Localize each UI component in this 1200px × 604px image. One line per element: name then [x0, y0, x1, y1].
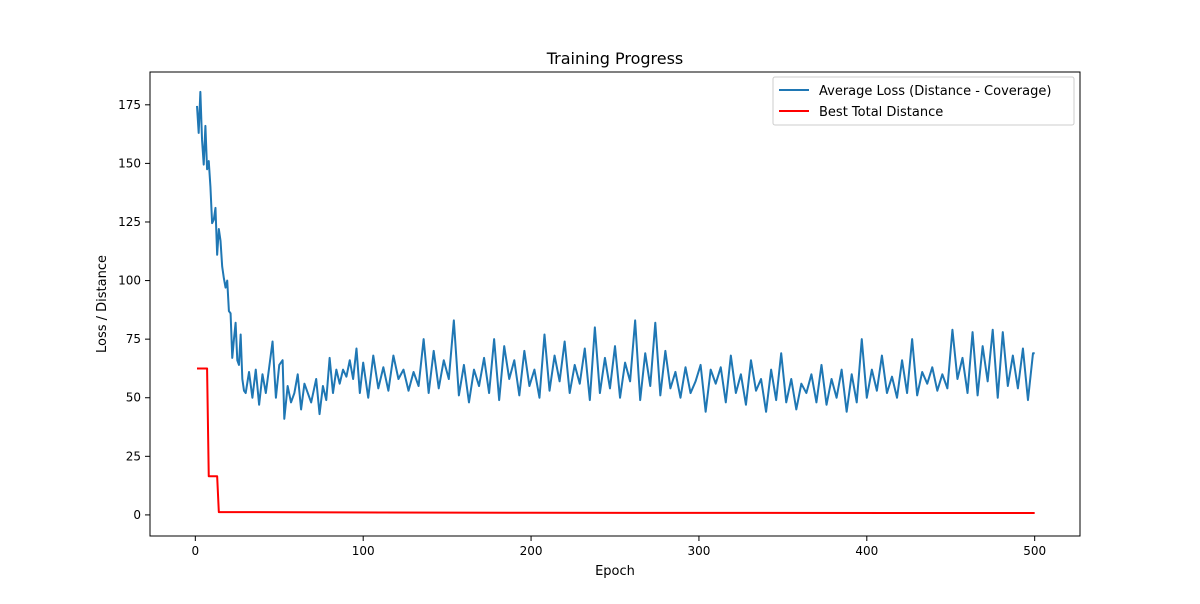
legend-label-average-loss: Average Loss (Distance - Coverage) — [819, 84, 1051, 99]
x-axis-label: Epoch — [595, 564, 635, 579]
y-tick-label: 100 — [118, 274, 141, 288]
y-tick-label: 50 — [126, 391, 141, 405]
x-tick-label: 200 — [520, 544, 543, 558]
y-tick-label: 75 — [126, 332, 141, 346]
y-tick-label: 175 — [118, 98, 141, 112]
y-tick-label: 25 — [126, 449, 141, 463]
legend: Average Loss (Distance - Coverage) Best … — [772, 76, 1075, 126]
legend-label-best-total-distance: Best Total Distance — [819, 105, 943, 120]
series-layer — [196, 90, 1035, 515]
y-tick-label: 150 — [118, 156, 141, 170]
legend-box — [772, 76, 1075, 126]
x-tick-label: 400 — [855, 544, 878, 558]
y-axis-label: Loss / Distance — [95, 255, 110, 353]
series-line-1 — [197, 367, 1035, 515]
x-tick-label: 300 — [687, 544, 710, 558]
x-tick-label: 0 — [192, 544, 200, 558]
x-axis-ticks: 0 100 200 300 400 500 — [192, 536, 1046, 558]
x-tick-label: 500 — [1023, 544, 1046, 558]
plot-area-frame — [149, 71, 1081, 537]
y-tick-label: 125 — [118, 215, 141, 229]
x-tick-label: 100 — [352, 544, 375, 558]
y-tick-label: 0 — [133, 508, 141, 522]
chart-title: Training Progress — [546, 49, 684, 68]
series-line-0 — [196, 90, 1035, 420]
y-axis-ticks: 0 25 50 75 100 125 150 175 — [118, 98, 150, 522]
